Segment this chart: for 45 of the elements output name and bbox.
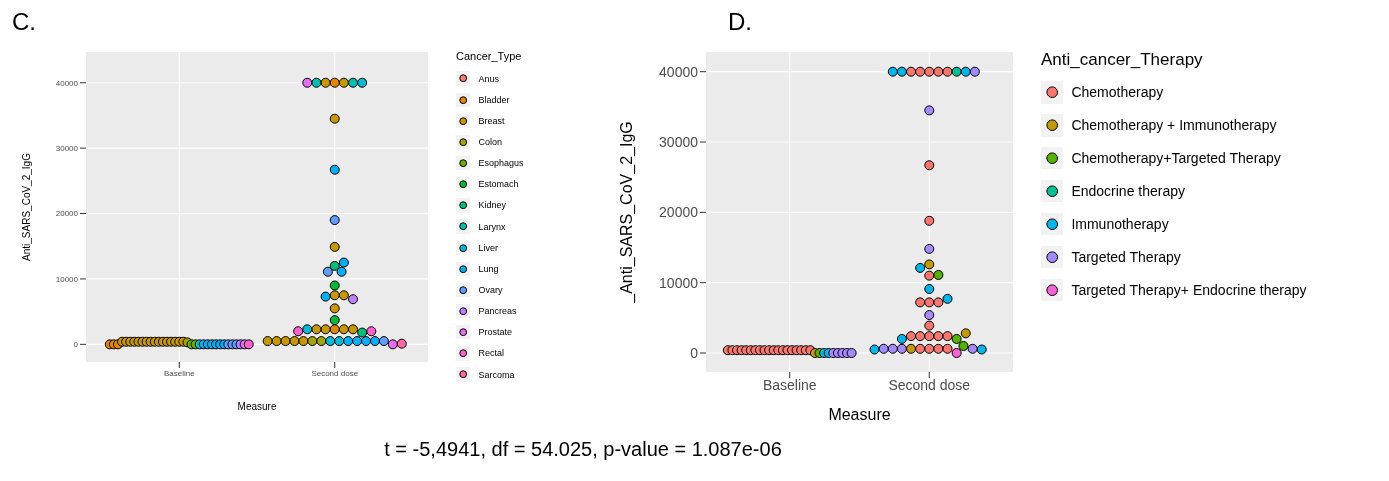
- legend-label: Endocrine therapy: [1071, 183, 1186, 200]
- legend-label: Chemotherapy + Immunotherapy: [1071, 117, 1277, 134]
- legend-label: Chemotherapy+Targeted Therapy: [1071, 150, 1281, 167]
- legend-label: Liver: [478, 242, 498, 253]
- x-tick-label: Second dose: [311, 368, 359, 378]
- x-tick-label: Second dose: [888, 376, 971, 393]
- x-tick-label: Baseline: [762, 376, 817, 393]
- legend-label: Targeted Therapy+ Endocrine therapy: [1071, 281, 1307, 298]
- y-tick-label: 40000: [659, 63, 699, 80]
- legend-label: Prostate: [478, 327, 512, 338]
- y-tick-label: 10000: [55, 274, 79, 284]
- legend-label: Rectal: [478, 348, 504, 359]
- text: t = -5,4941, df = 54.025, p-value = 1.087e-06: [383, 438, 783, 461]
- y-tick-label: 0: [690, 344, 699, 361]
- legend-label: Ovary: [478, 284, 503, 295]
- legend-label: Bladder: [478, 94, 510, 105]
- legend-label: Colon: [478, 136, 502, 147]
- legend-label: Sarcoma: [478, 369, 515, 380]
- legend-label: Lung: [478, 263, 499, 274]
- x-axis-title: Measure: [828, 406, 891, 423]
- y-axis-title: _Anti_SARS_CoV_2_IgG: [617, 121, 636, 304]
- legend-label: Chemotherapy: [1071, 84, 1164, 101]
- legend-label: Pancreas: [478, 306, 517, 317]
- x-tick-label: Baseline: [163, 368, 196, 378]
- chart-title: C.: [12, 8, 37, 37]
- legend-title: Cancer_Type: [456, 50, 523, 62]
- legend-title: Anti_cancer_Therapy: [1041, 50, 1204, 70]
- y-tick-label: 30000: [55, 143, 79, 153]
- y-tick-label: 30000: [659, 133, 699, 150]
- legend-label: Targeted Therapy: [1071, 248, 1181, 265]
- y-tick-label: 0: [73, 340, 79, 350]
- x-axis-title: Measure: [237, 401, 277, 412]
- legend-label: Esophagus: [478, 158, 524, 169]
- legend-label: Larynx: [478, 221, 506, 232]
- y-tick-label: 20000: [55, 209, 79, 219]
- chart-title: D.: [728, 8, 753, 37]
- y-tick-label: 20000: [659, 204, 699, 221]
- legend-label: Estomach: [478, 179, 519, 190]
- y-tick-label: 10000: [659, 274, 699, 291]
- legend-label: Anus: [478, 73, 499, 84]
- legend-label: Immunotherapy: [1071, 216, 1169, 232]
- y-tick-label: 40000: [55, 78, 79, 88]
- legend-label: Breast: [478, 115, 505, 126]
- legend-label: Kidney: [478, 200, 506, 211]
- y-axis-title: Anti_SARS_CoV_2_IgG: [20, 152, 32, 261]
